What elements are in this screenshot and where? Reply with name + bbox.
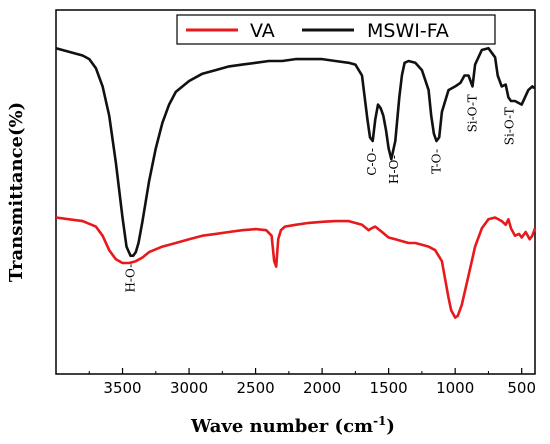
x-tick-label-2500: 2500: [236, 379, 274, 397]
annotations-layer: H-O- C-O- H-O- T-O- Si-O-T Si-O-T: [124, 94, 517, 292]
x-tick-label-3000: 3000: [170, 379, 208, 397]
x-axis-ticks: 3500 3000 2500 2000 1500 1000 500: [88, 368, 536, 397]
series-layer: [55, 46, 537, 319]
x-axis-title-main: Wave number (cm: [190, 416, 373, 437]
x-tick-label-3500: 3500: [103, 379, 141, 397]
x-tick-label-1000: 1000: [436, 379, 474, 397]
legend: VA MSWI-FA: [176, 14, 496, 45]
y-axis-title: Transmittance(%): [6, 102, 27, 282]
annotation-1: C-O-: [365, 148, 379, 176]
x-tick-label-2000: 2000: [303, 379, 341, 397]
annotation-5: Si-O-T: [503, 107, 517, 145]
x-axis-title-sup: -1: [373, 414, 386, 428]
annotation-2: H-O-: [387, 155, 401, 184]
x-axis-title: Wave number (cm-1): [190, 414, 395, 437]
legend-label-mswi-fa: MSWI-FA: [367, 20, 449, 42]
annotation-4: Si-O-T: [466, 94, 480, 132]
plot-frame: [55, 9, 536, 375]
series-line-va: [55, 216, 537, 319]
x-tick-label-1500: 1500: [370, 379, 408, 397]
x-axis-title-end: ): [386, 416, 395, 437]
annotation-3: T-O-: [430, 149, 444, 174]
legend-label-va: VA: [250, 20, 275, 42]
x-tick-label-500: 500: [507, 379, 536, 397]
annotation-0: H-O-: [124, 264, 138, 293]
series-line-mswi-fa: [55, 46, 536, 257]
